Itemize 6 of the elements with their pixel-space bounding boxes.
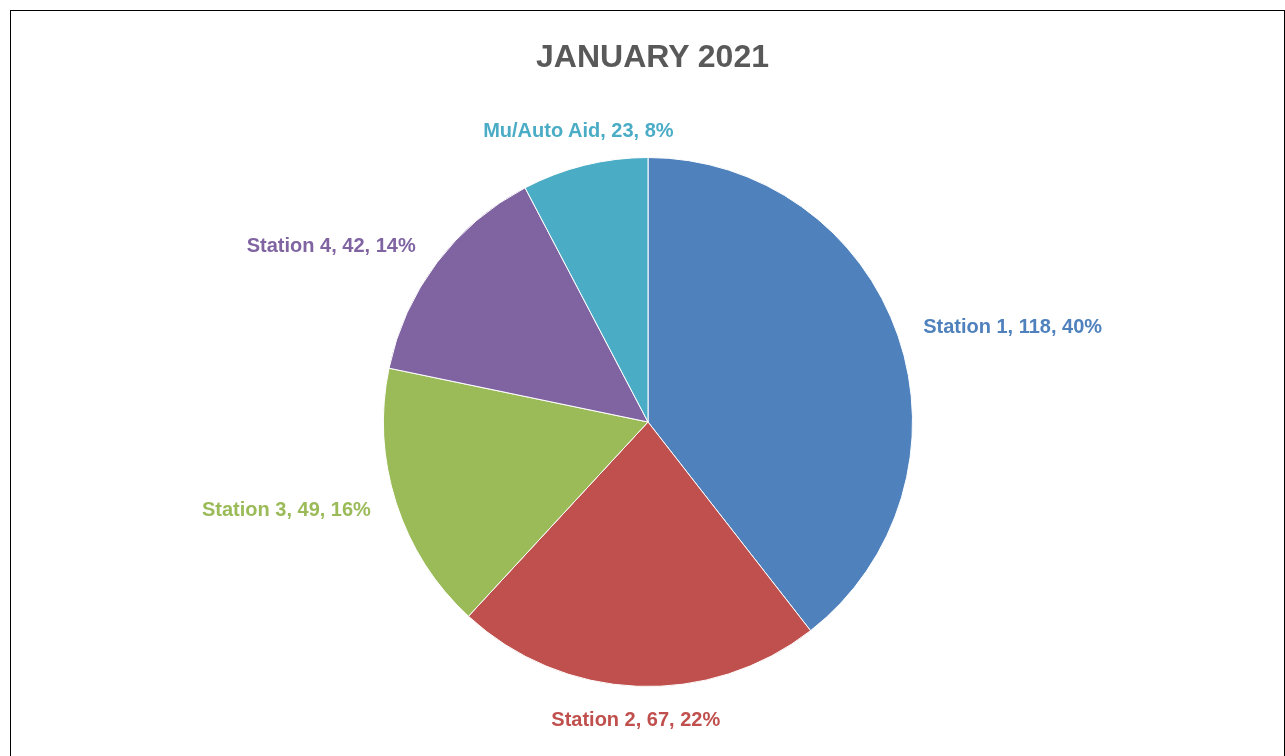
slice-label: Mu/Auto Aid, 23, 8% (483, 119, 674, 142)
chart-title: JANUARY 2021 (535, 38, 770, 75)
slice-label: Station 2, 67, 22% (551, 708, 721, 731)
slice-label: Station 4, 42, 14% (246, 234, 416, 257)
slice-label: Station 1, 118, 40% (923, 314, 1103, 337)
slice-label: Station 3, 49, 16% (201, 498, 372, 521)
